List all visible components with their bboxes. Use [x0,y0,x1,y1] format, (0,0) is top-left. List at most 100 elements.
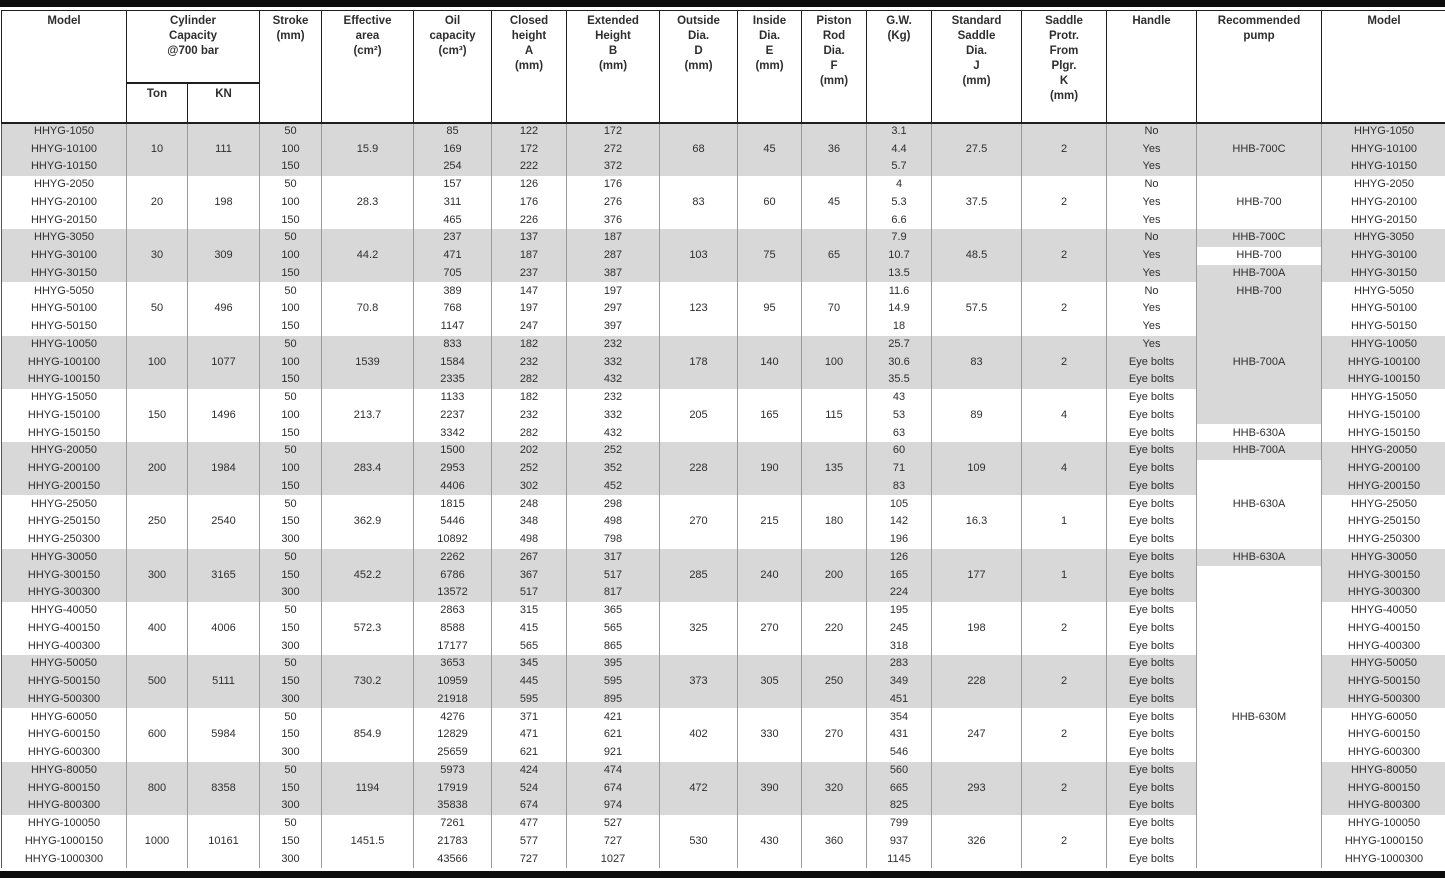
cell-recommended-pump [1196,743,1322,762]
header-outside-dia: Outside Dia. D (mm) [659,10,738,124]
cell-kn: 309 [187,229,260,283]
table-row: HHYG-60050 600 5984 50 854.9 4276 371 421 402 330… [1,708,1445,762]
table-row: HHYG-800150 150 17919 524 674 665 Eye bolts HHY… [1,779,1445,797]
table-row: HHYG-1050 10 111 50 15.9 85 122 172 68 45 36 3.1 27.… [1,122,1445,176]
cell-stroke: 150 [259,211,322,229]
cell-closed-height: 282 [491,371,567,389]
cell-handle: Eye bolts [1106,601,1197,620]
cell-extended-height: 727 [566,832,660,851]
cell-model: HHYG-1000150 [1,832,127,851]
table-row: HHYG-80050 800 8358 50 1194 5973 424 474 472 390 3… [1,761,1445,815]
cell-recommended-pump [1196,371,1322,389]
cell-saddle-dia: 177 [931,548,1022,602]
cell-extended-height: 621 [566,726,660,744]
cell-extended-height: 432 [566,424,660,442]
cell-handle: Eye bolts [1106,442,1197,460]
table-body: HHYG-1050 10 111 50 15.9 85 122 172 68 45 36 3.1 27.… [1,122,1445,868]
table-row: HHYG-1000300 300 43566 727 1027 1145 Eye bolts… [1,850,1445,868]
cell-gw: 224 [866,584,932,602]
cell-oil-capacity: 21918 [413,690,492,709]
cell-closed-height: 137 [491,229,567,247]
cell-closed-height: 727 [491,850,567,868]
cell-recommended-pump [1196,175,1322,194]
table-row: HHYG-20150 150 465 226 376 6.6 Yes HHYG-20150 [1,211,1445,229]
cell-stroke: 150 [259,477,322,496]
cell-gw: 30.6 [866,353,932,371]
cell-gw: 665 [866,779,932,797]
cell-ton: 250 [126,495,188,549]
cell-model: HHYG-100150 [1,371,127,389]
cell-recommended-pump: HHB-700A [1196,353,1322,371]
cell-stroke: 50 [259,814,322,833]
cell-recommended-pump [1196,832,1322,851]
cell-stroke: 50 [259,495,322,513]
cell-model: HHYG-400150 [1,619,127,638]
cell-handle: Yes [1106,158,1197,176]
cell-oil-capacity: 17177 [413,637,492,655]
cell-model: HHYG-10050 [1,335,127,354]
cell-recommended-pump: HHB-700 [1196,193,1322,212]
cell-gw: 245 [866,619,932,638]
cell-oil-capacity: 4276 [413,708,492,726]
cell-model: HHYG-80050 [1,761,127,780]
cell-model: HHYG-250300 [1,530,127,549]
cell-model-right: HHYG-60050 [1321,708,1445,726]
table-row: HHYG-200100 100 2953 252 352 71 Eye bolts HHYG-… [1,459,1445,478]
cell-extended-height: 376 [566,211,660,229]
table-row: HHYG-100100 100 1584 232 332 30.6 Eye bolts HHB… [1,353,1445,371]
cell-handle: Eye bolts [1106,708,1197,726]
cell-gw: 60 [866,442,932,460]
cell-oil-capacity: 1147 [413,317,492,336]
header-gw: G.W. (Kg) [866,10,932,124]
cell-outside-dia: 325 [659,601,738,655]
cell-saddle-protr: 2 [1021,122,1107,176]
cell-gw: 431 [866,726,932,744]
cell-saddle-protr: 2 [1021,229,1107,283]
cell-gw: 126 [866,548,932,567]
cell-oil-capacity: 254 [413,158,492,176]
cell-extended-height: 332 [566,353,660,371]
header-piston-rod-dia: Piston Rod Dia. F (mm) [801,10,867,124]
cell-extended-height: 974 [566,797,660,815]
cell-piston-rod-dia: 135 [801,442,867,496]
cell-gw: 4 [866,175,932,194]
cell-oil-capacity: 389 [413,282,492,300]
cell-outside-dia: 472 [659,761,738,815]
cell-model: HHYG-600300 [1,743,127,762]
cell-handle: Eye bolts [1106,850,1197,868]
cell-handle: Eye bolts [1106,566,1197,584]
cell-stroke: 100 [259,300,322,318]
cell-model-right: HHYG-100150 [1321,371,1445,389]
cell-effective-area: 1194 [321,761,414,815]
cell-model: HHYG-20150 [1,211,127,229]
table-row: HHYG-2050 20 198 50 28.3 157 126 176 83 60 45 4 37.5… [1,175,1445,229]
cell-gw: 13.5 [866,264,932,283]
header-ton: Ton [126,82,188,124]
header-closed-height: Closed height A (mm) [491,10,567,124]
cell-model: HHYG-200150 [1,477,127,496]
cell-kn: 2540 [187,495,260,549]
cell-piston-rod-dia: 115 [801,388,867,442]
cell-stroke: 100 [259,193,322,212]
cell-effective-area: 362.9 [321,495,414,549]
cell-model-right: HHYG-30100 [1321,246,1445,265]
cell-model: HHYG-500300 [1,690,127,709]
cell-ton: 50 [126,282,188,336]
cell-piston-rod-dia: 320 [801,761,867,815]
cell-oil-capacity: 237 [413,229,492,247]
cell-gw: 25.7 [866,335,932,354]
cell-handle: Yes [1106,317,1197,336]
cell-gw: 5.3 [866,193,932,212]
cell-saddle-protr: 2 [1021,175,1107,229]
header-saddle-dia: Standard Saddle Dia. J (mm) [931,10,1022,124]
cell-saddle-dia: 57.5 [931,282,1022,336]
cell-gw: 18 [866,317,932,336]
cell-extended-height: 232 [566,388,660,407]
cell-saddle-protr: 2 [1021,601,1107,655]
cell-stroke: 300 [259,584,322,602]
cell-model-right: HHYG-50050 [1321,655,1445,673]
cell-saddle-dia: 109 [931,442,1022,496]
cell-closed-height: 315 [491,601,567,620]
table-row: HHYG-40050 400 4006 50 572.3 2863 315 365 325 270… [1,601,1445,655]
cell-handle: Yes [1106,264,1197,283]
